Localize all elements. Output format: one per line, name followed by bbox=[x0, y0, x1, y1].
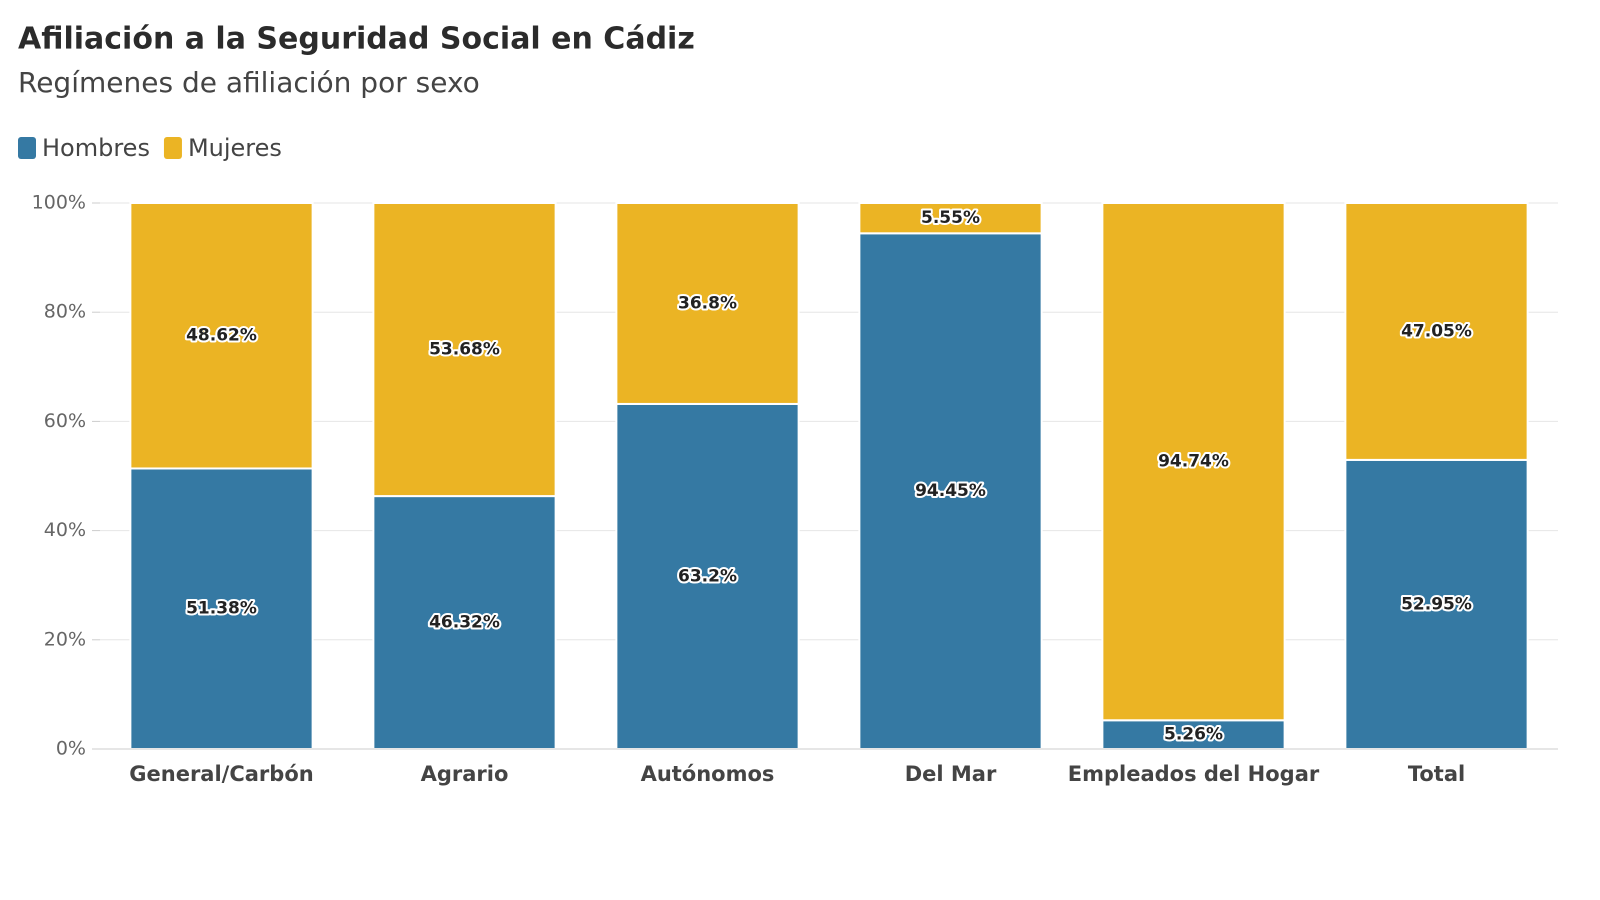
value-label: 51.38% bbox=[186, 599, 257, 619]
y-tick-label: 40% bbox=[44, 519, 86, 541]
bar-segment bbox=[372, 495, 557, 750]
bar-segment bbox=[129, 467, 314, 750]
legend-swatch bbox=[163, 137, 182, 159]
y-tick-label: 100% bbox=[32, 192, 86, 214]
value-label: 94.74% bbox=[1158, 452, 1229, 472]
x-tick-label: Total bbox=[1408, 762, 1465, 786]
value-label: 46.32% bbox=[429, 613, 500, 633]
value-label: 5.55% bbox=[921, 208, 980, 228]
x-tick-label: Empleados del Hogar bbox=[1068, 762, 1320, 786]
chart-subtitle: Regímenes de afiliación por sexo bbox=[18, 66, 480, 99]
legend-label: Mujeres bbox=[188, 134, 282, 162]
value-label: 5.26% bbox=[1164, 725, 1223, 745]
x-tick-label: General/Carbón bbox=[129, 762, 313, 786]
bar-segment bbox=[615, 202, 800, 405]
value-label: 48.62% bbox=[186, 326, 257, 346]
bar-segment bbox=[1344, 202, 1529, 461]
bar-segment bbox=[129, 202, 314, 470]
x-tick-label: Autónomos bbox=[641, 762, 775, 786]
value-label: 36.8% bbox=[678, 293, 737, 313]
legend-label: Hombres bbox=[42, 134, 150, 162]
chart-title: Afiliación a la Seguridad Social en Cádi… bbox=[18, 22, 695, 57]
x-tick-label: Agrario bbox=[421, 762, 509, 786]
bar-segment bbox=[858, 202, 1043, 235]
x-tick-label: Del Mar bbox=[905, 762, 997, 786]
value-label: 63.2% bbox=[678, 566, 737, 586]
y-tick-label: 20% bbox=[44, 628, 86, 650]
y-tick-label: 0% bbox=[56, 738, 86, 760]
bar-segment bbox=[1101, 202, 1286, 722]
value-label: 53.68% bbox=[429, 340, 500, 360]
bar-segment bbox=[372, 202, 557, 498]
value-label: 47.05% bbox=[1401, 321, 1472, 341]
y-tick-label: 60% bbox=[44, 410, 86, 432]
y-tick-label: 80% bbox=[44, 301, 86, 323]
value-label: 52.95% bbox=[1401, 594, 1472, 614]
value-label: 94.45% bbox=[915, 481, 986, 501]
legend-swatch bbox=[18, 137, 36, 159]
